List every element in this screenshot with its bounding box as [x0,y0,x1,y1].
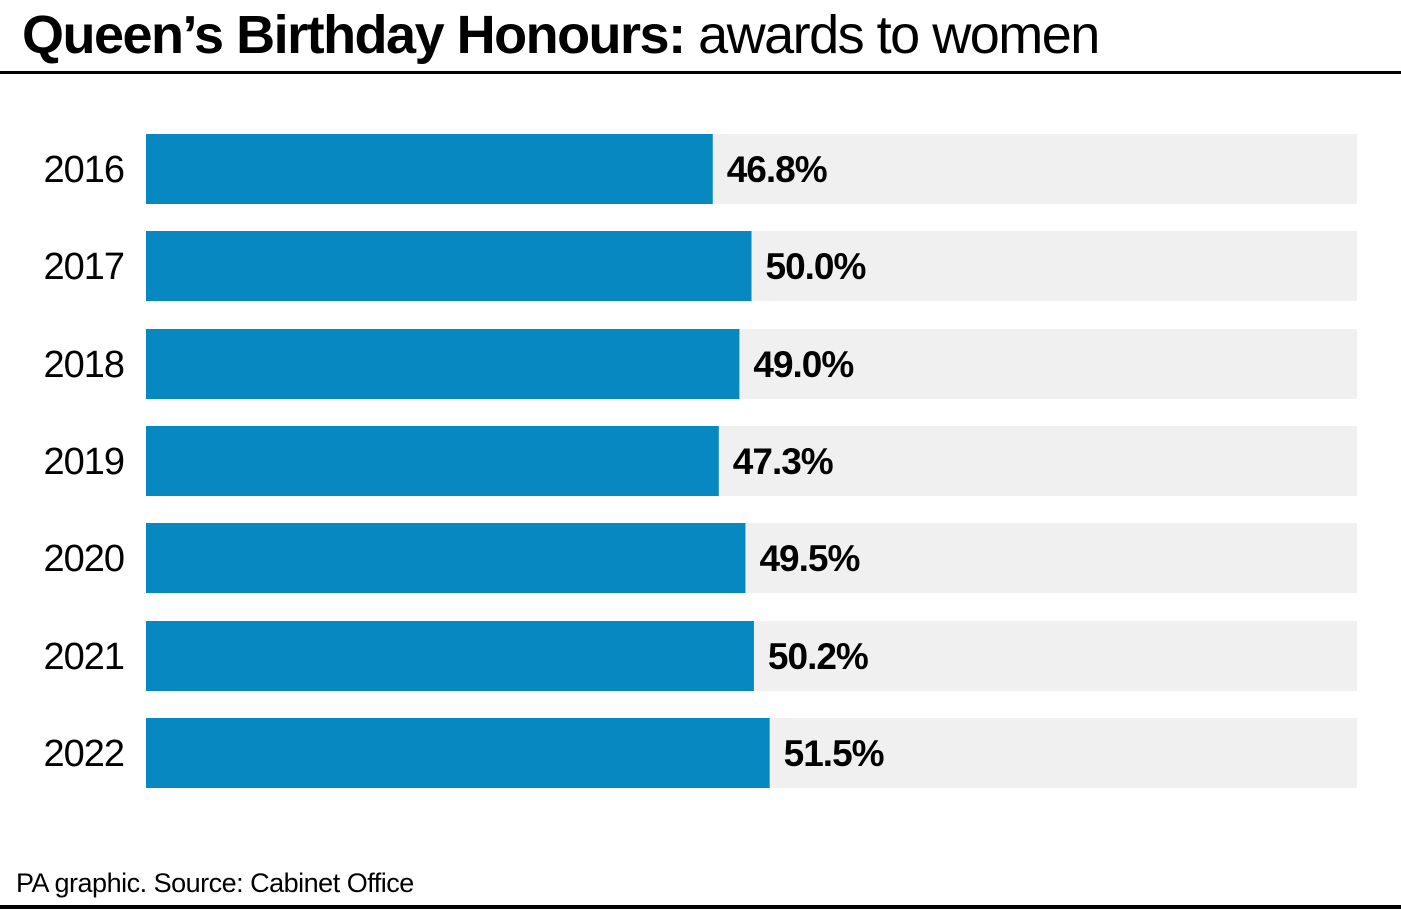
category-label: 2019 [43,441,124,483]
data-label: 46.8% [727,149,827,190]
chart-title-bold: Queen’s Birthday Honours: [22,5,686,65]
bar [146,329,740,399]
bar [146,718,770,788]
title-divider [0,71,1401,74]
bar [146,231,752,301]
data-label: 47.3% [733,441,833,482]
data-label: 51.5% [784,733,884,774]
data-label: 49.5% [759,538,859,579]
bar [146,621,754,691]
category-label: 2016 [43,149,124,191]
category-label: 2020 [43,538,124,580]
bottom-divider [0,905,1401,909]
data-label: 50.0% [766,246,866,287]
data-label: 49.0% [753,344,853,385]
category-label: 2017 [43,246,124,288]
source-credit: PA graphic. Source: Cabinet Office [16,868,414,898]
bar-group: 2016 46.8% 2017 50.0% 2018 49.0% 2019 47.3% 2020… [43,134,1357,788]
category-label: 2021 [43,636,124,678]
data-label: 50.2% [768,636,868,677]
chart-title: Queen’s Birthday Honours: awards to wome… [22,0,1100,70]
bar [146,523,746,593]
chart-title-light: awards to women [698,5,1100,65]
bar [146,134,713,204]
category-label: 2018 [43,344,124,386]
bar [146,426,719,496]
category-label: 2022 [43,733,124,775]
